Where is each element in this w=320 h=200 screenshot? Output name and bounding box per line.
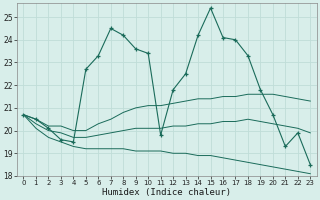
X-axis label: Humidex (Indice chaleur): Humidex (Indice chaleur) xyxy=(102,188,231,197)
